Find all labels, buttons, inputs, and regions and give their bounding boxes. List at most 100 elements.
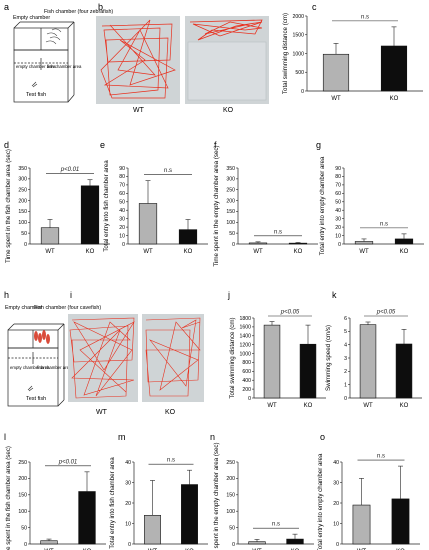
x-category-label: WT <box>363 403 373 409</box>
y-tick-label: 50 <box>119 200 125 206</box>
bar-chart-m: m 0 10 20 30 40 Total entry into fish chamber … <box>109 432 208 550</box>
zebrafish-group-icon <box>45 28 62 45</box>
significance-label: n.s <box>272 522 280 528</box>
y-tick-label: 350 <box>18 166 27 172</box>
y-tick-label: 1 <box>344 382 347 388</box>
panel-letter-c: c <box>312 2 317 12</box>
bar-ko <box>286 538 304 545</box>
fish-chamber-area-label: fish chamber area <box>47 64 82 69</box>
panel-letter-b: b <box>98 2 103 12</box>
y-tick-label: 200 <box>18 476 27 482</box>
y-tick-label: 500 <box>295 70 304 76</box>
panel-letter-l: l <box>4 432 6 442</box>
y-tick-label: 0 <box>301 89 304 95</box>
trace-wt <box>100 19 176 99</box>
empty-chamber-label: Empty chamber <box>5 305 42 311</box>
y-tick-label: 90 <box>119 166 125 172</box>
cavefish-group-icon <box>34 330 50 344</box>
y-tick-label: 100 <box>226 220 235 226</box>
y-tick-label: 30 <box>333 480 339 486</box>
x-category-label: KO <box>400 249 409 255</box>
y-tick-label: 300 <box>18 177 27 183</box>
bar-ko <box>78 491 96 545</box>
y-tick-label: 20 <box>119 225 125 231</box>
bar-chart-l: l 0 50 100 150 200 250 Time spent in the fish c… <box>4 432 106 550</box>
y-tick-label: 90 <box>335 166 341 172</box>
bar-chart-e: e 0 10 20 30 40 50 60 70 80 90 Total entry into fis… <box>100 140 208 255</box>
tank-schematic <box>7 323 65 407</box>
fish-chamber-label: Fish chamber (four cavefish) <box>34 305 101 311</box>
significance-label: p<0.05 <box>280 310 300 316</box>
y-tick-label: 1800 <box>239 316 251 322</box>
panel-letter-g: g <box>316 140 321 150</box>
y-tick-label: 2000 <box>292 14 304 20</box>
y-tick-label: 150 <box>226 209 235 215</box>
y-tick-label: 30 <box>119 216 125 222</box>
y-tick-label: 40 <box>125 460 131 466</box>
bar-ko <box>181 484 198 545</box>
bar-wt <box>40 540 58 545</box>
y-tick-label: 1000 <box>239 351 251 357</box>
y-tick-label: 250 <box>18 188 27 194</box>
significance-label: n.s <box>274 229 282 235</box>
fish-chamber-area-label: fish chamber area <box>37 365 72 370</box>
y-tick-label: 200 <box>226 476 235 482</box>
y-tick-label: 100 <box>18 220 27 226</box>
panel-letter-d: d <box>4 140 9 150</box>
x-category-label: WT <box>267 403 277 409</box>
y-tick-label: 0 <box>122 242 125 248</box>
x-category-label: KO <box>86 249 95 255</box>
bar-ko <box>299 343 317 399</box>
significance-label: p<0.01 <box>60 167 80 173</box>
tank-photo-wt <box>68 314 138 402</box>
significance-label: n.s <box>361 14 369 20</box>
x-category-label: WT <box>331 96 341 102</box>
bar-ko <box>394 238 414 245</box>
y-tick-label: 150 <box>18 209 27 215</box>
significance-label: n.s <box>380 221 388 227</box>
y-tick-label: 1200 <box>239 342 251 348</box>
x-category-label: KO <box>184 249 193 255</box>
photo-label-ko: KO <box>223 107 234 114</box>
bar-chart-g: g 0 10 20 30 40 50 60 70 80 90 Total entry into emp… <box>316 140 424 255</box>
bar-wt <box>352 504 371 545</box>
y-tick-label: 0 <box>232 242 235 248</box>
empty-chamber-label: Empty chamber <box>13 15 50 21</box>
y-tick-label: 30 <box>335 216 341 222</box>
significance-label: n.s <box>377 454 385 460</box>
bar-chart-n: n 0 50 100 150 200 250 Time spent in the empty … <box>210 432 314 550</box>
significance-label: p<0.01 <box>58 459 78 465</box>
photo-label-wt: WT <box>133 107 145 114</box>
y-tick-label: 1500 <box>292 33 304 39</box>
y-tick-label: 0 <box>248 396 251 402</box>
y-tick-label: 50 <box>229 231 235 237</box>
bar-ko <box>178 229 198 245</box>
bar-ko <box>380 45 408 92</box>
y-axis-label: Total entry into fish chamber area <box>103 160 110 252</box>
photo-label-ko: KO <box>165 409 176 416</box>
trace-ko <box>145 317 201 397</box>
y-tick-label: 150 <box>226 493 235 499</box>
y-tick-label: 300 <box>226 177 235 183</box>
bar-wt <box>144 514 161 545</box>
y-tick-label: 0 <box>24 242 27 248</box>
y-tick-label: 200 <box>226 198 235 204</box>
y-tick-label: 80 <box>335 174 341 180</box>
y-tick-label: 50 <box>21 525 27 531</box>
x-category-label: WT <box>253 249 263 255</box>
panel-letter-m: m <box>118 432 126 442</box>
panel-letter-a: a <box>4 2 9 12</box>
bar-chart-o: o 0 10 20 30 40 Total entry into empty chamber… <box>317 432 420 550</box>
bar-wt <box>248 541 266 545</box>
y-tick-label: 0 <box>232 542 235 548</box>
y-axis-label: Total entry into fish chamber area <box>109 457 116 549</box>
panel-b: b WT KO <box>96 2 269 114</box>
y-tick-label: 1000 <box>292 51 304 57</box>
y-tick-label: 100 <box>226 509 235 515</box>
bar-wt <box>40 227 60 245</box>
panel-h: h Empty chamber Fish chamber (four cavef… <box>4 290 101 407</box>
y-tick-label: 30 <box>125 480 131 486</box>
x-category-label: KO <box>294 249 303 255</box>
y-axis-label: Time spent in the empty chamber area (se… <box>213 145 220 266</box>
